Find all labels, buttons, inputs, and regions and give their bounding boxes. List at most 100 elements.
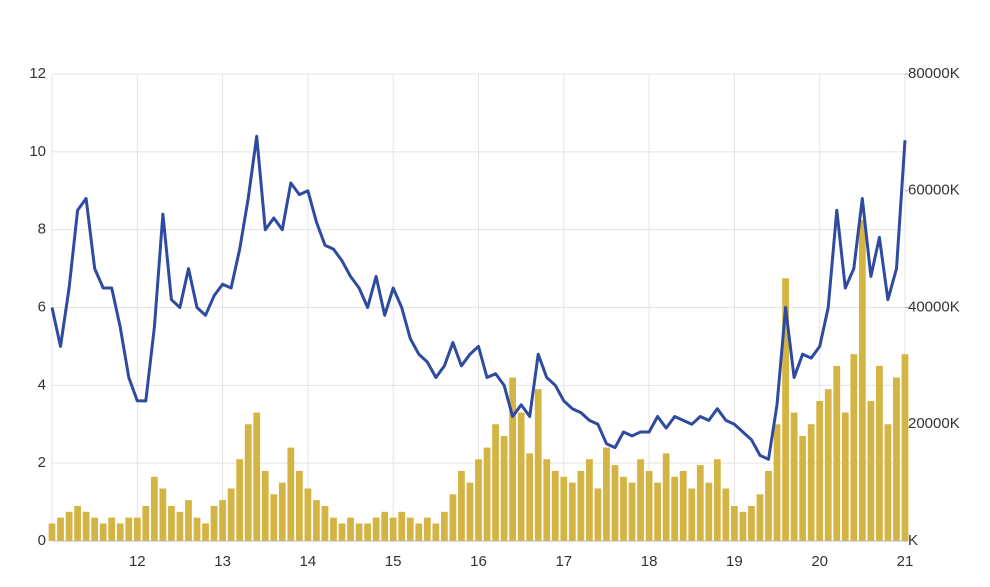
volume-bar [74,505,81,541]
volume-bar [722,488,730,541]
volume-bar [389,517,397,541]
volume-bar [713,459,721,541]
volume-bar [168,505,175,541]
x-tick-label: 19 [726,553,743,570]
x-tick-label: 18 [641,553,658,570]
volume-bar [381,511,389,541]
volume-bar [790,412,798,541]
y2-tick-label: 80000K [908,65,960,82]
volume-bar [65,511,73,541]
volume-bar [150,476,158,541]
volume-bar [142,505,150,541]
volume-bar [330,517,337,541]
volume-bar [893,377,900,541]
volume-bar [782,278,789,541]
volume-bar [833,365,841,541]
volume-bar [116,523,124,541]
volume-bar [645,470,653,541]
volume-bar [671,476,679,541]
volume-bar [526,453,534,541]
volume-bar [466,482,474,541]
volume-bar [236,459,244,541]
x-tick-label: 16 [470,553,487,570]
volume-bar [662,453,670,541]
volume-bar [603,447,610,541]
x-tick-label: 13 [214,553,231,570]
volume-bar [48,523,56,541]
volume-bar [756,494,764,541]
y2-tick-label: 20000K [908,415,960,432]
volume-bar [185,500,192,541]
volume-bar [475,459,482,541]
x-tick-label: 21 [897,553,914,570]
x-tick-label: 15 [385,553,402,570]
volume-bar [364,523,371,541]
volume-bar [423,517,431,541]
volume-bar [876,365,883,541]
volume-bar [159,488,167,541]
volume-bar [108,517,116,541]
volume-bar [620,476,627,541]
volume-bar [731,505,738,541]
volume-bar [99,523,107,541]
volume-bar [765,470,772,541]
y2-tick-label: 40000K [908,298,960,315]
volume-bar [227,488,235,541]
volume-bar [321,505,329,541]
y-tick-label: 12 [29,65,46,82]
volume-bar [372,517,380,541]
volume-bar [338,523,346,541]
volume-bar [432,523,440,541]
volume-bar [406,517,414,541]
volume-bar [858,219,866,541]
volume-bar [773,424,781,541]
volume-bar [799,435,807,541]
volume-bar [492,424,499,541]
volume-bar [295,470,303,541]
volume-bar [748,505,755,541]
volume-bar [534,389,542,541]
volume-bar [278,482,286,541]
volume-bar [483,447,491,541]
y2-tick-label: 60000K [908,182,960,199]
volume-bar [551,470,559,541]
volume-bar [884,424,892,541]
volume-bar [287,447,295,541]
volume-bar [304,488,312,541]
volume-bar [82,511,90,541]
volume-bar [517,412,525,541]
volume-bar [261,470,269,541]
y-tick-label: 0 [38,532,46,549]
volume-bar [679,470,687,541]
volume-bar [500,435,508,541]
volume-bar [901,354,909,541]
volume-bar [347,517,354,541]
volume-bar [449,494,457,541]
volume-bar [202,523,209,541]
volume-bar [398,511,406,541]
volume-bar [441,511,448,541]
volume-bar [807,424,815,541]
price-line [50,134,907,461]
volume-bar [705,482,713,541]
volume-bar [210,505,218,541]
x-tick-label: 17 [555,553,572,570]
y-tick-label: 8 [38,221,46,238]
volume-bar [176,511,184,541]
y-tick-label: 2 [38,454,46,471]
volume-bar [91,517,99,541]
volume-bar [543,459,551,541]
volume-bar [568,482,576,541]
volume-bar [133,517,141,541]
volume-bar [219,500,226,541]
volume-bar [867,400,875,541]
volume-bar [688,488,696,541]
volume-bar [560,476,568,541]
volume-bar [850,354,858,541]
volume-bar [654,482,662,541]
volume-bar [193,517,201,541]
volume-bar [816,400,824,541]
y-tick-label: 10 [29,143,46,160]
volume-bar [125,517,133,541]
volume-bar [628,482,636,541]
